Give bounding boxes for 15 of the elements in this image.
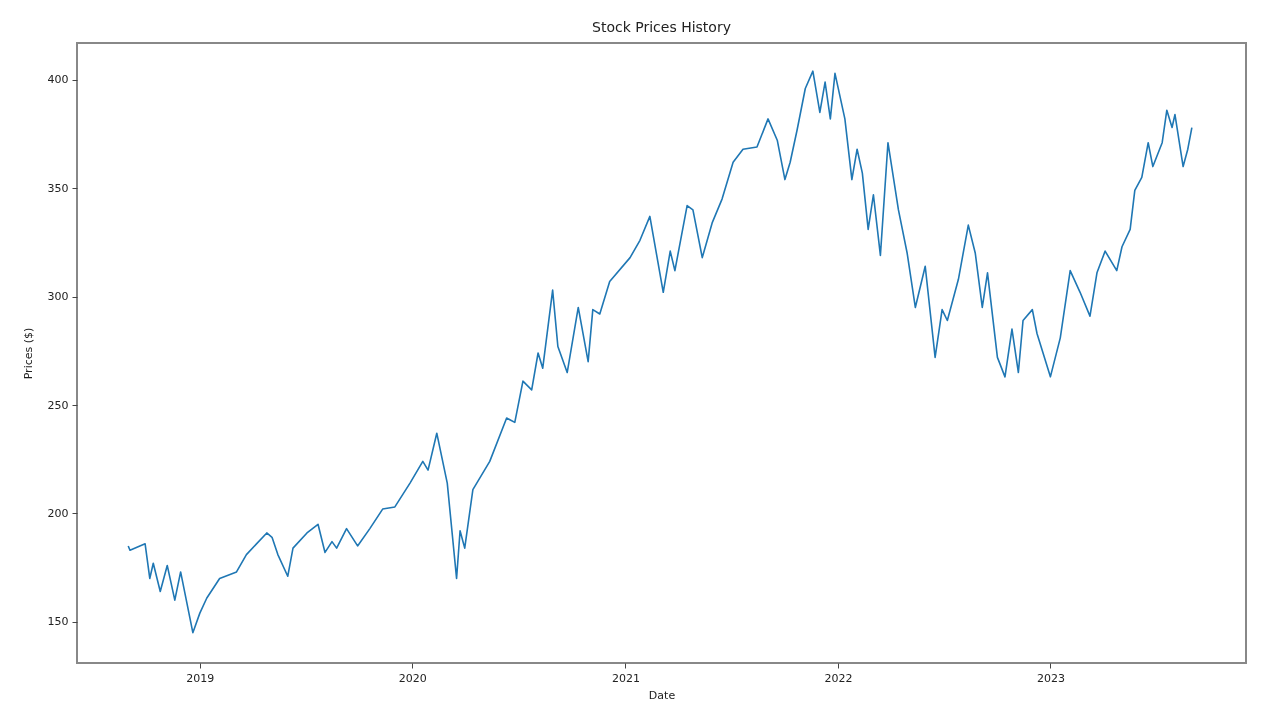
- y-tick-label: 150: [47, 615, 69, 629]
- x-tick-label: 2020: [398, 671, 427, 685]
- x-axis-title: Date: [648, 688, 676, 702]
- x-tick-label: 2022: [824, 671, 853, 685]
- y-tick-label: 250: [47, 398, 69, 412]
- y-tick-label: 400: [47, 73, 69, 87]
- y-tick-label: 300: [47, 290, 69, 304]
- y-tick-label: 200: [47, 506, 69, 520]
- y-tick-label: 350: [47, 181, 69, 195]
- line-series: [127, 70, 1193, 634]
- chart-title: Stock Prices History: [592, 19, 731, 35]
- x-tick-label: 2023: [1036, 671, 1065, 685]
- x-tick-label: 2021: [611, 671, 640, 685]
- y-axis-title: Prices ($): [21, 327, 35, 380]
- x-tick-label: 2019: [186, 671, 215, 685]
